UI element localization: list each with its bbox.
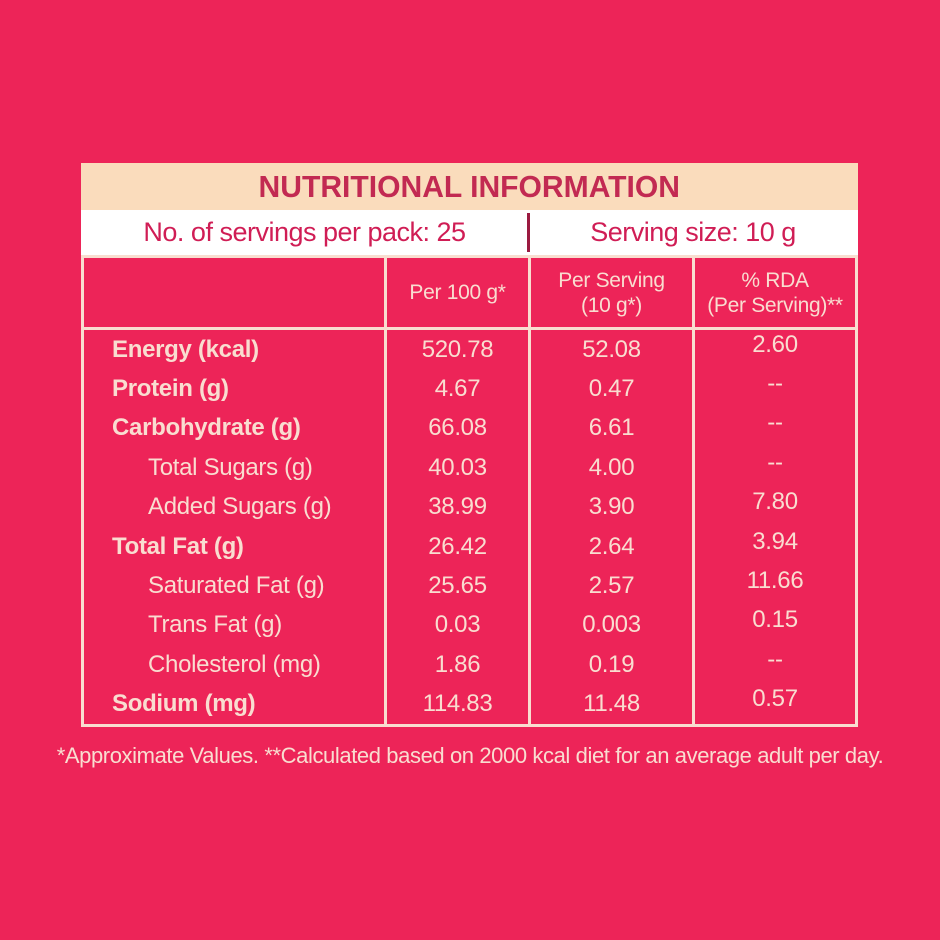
row-label: Trans Fat (g) xyxy=(84,605,387,646)
value-rda: 0.57 xyxy=(752,685,798,713)
value-rda: -- xyxy=(767,645,783,673)
footnote: *Approximate Values. **Calculated based … xyxy=(56,743,884,768)
value-per-serving: 52.08 xyxy=(531,330,695,370)
page-title: NUTRITIONAL INFORMATION xyxy=(258,168,681,204)
value-per-100g: 26.42 xyxy=(387,526,531,567)
servings-per-pack-text: No. of servings per pack: 25 xyxy=(143,217,466,247)
value-per-100g: 4.67 xyxy=(387,369,531,409)
value-per-serving: 0.19 xyxy=(531,645,695,685)
value-rda: -- xyxy=(767,370,783,398)
value-per-100g: 1.86 xyxy=(387,645,531,685)
column-header-per-100g-text: Per 100 g* xyxy=(409,281,506,304)
row-label: Sodium (mg) xyxy=(84,684,387,724)
value-per-serving: 2.64 xyxy=(531,526,695,567)
value-rda: -- xyxy=(767,409,783,437)
column-header-rda-line2: (Per Serving)** xyxy=(707,293,843,317)
nutrition-grid: Per 100 g* Per Serving (10 g*) % RDA (Pe… xyxy=(81,255,858,727)
value-rda: 2.60 xyxy=(752,330,798,358)
row-label: Protein (g) xyxy=(84,369,387,409)
servings-row: No. of servings per pack: 25 Serving siz… xyxy=(81,210,858,255)
row-label: Total Sugars (g) xyxy=(84,448,387,488)
value-per-100g: 40.03 xyxy=(387,448,531,488)
row-label: Saturated Fat (g) xyxy=(84,566,387,606)
value-per-100g: 66.08 xyxy=(387,408,531,449)
row-label: Cholesterol (mg) xyxy=(84,645,387,685)
column-header-per-serving: Per Serving (10 g*) xyxy=(531,258,695,330)
column-header-rda: % RDA (Per Serving)** xyxy=(695,258,855,330)
value-per-100g: 114.83 xyxy=(387,684,531,724)
column-header-rda-line1: % RDA xyxy=(741,268,809,292)
value-per-100g: 0.03 xyxy=(387,605,531,646)
value-per-serving: 6.61 xyxy=(531,408,695,449)
row-label: Carbohydrate (g) xyxy=(84,408,387,449)
column-header-per-100g: Per 100 g* xyxy=(387,258,531,330)
value-rda: -- xyxy=(767,448,783,476)
title-bar: NUTRITIONAL INFORMATION xyxy=(81,163,858,210)
servings-divider xyxy=(527,213,530,252)
column-header-blank xyxy=(84,258,387,330)
value-per-serving: 4.00 xyxy=(531,448,695,488)
row-label: Total Fat (g) xyxy=(84,526,387,567)
value-per-serving: 2.57 xyxy=(531,566,695,606)
value-per-100g: 25.65 xyxy=(387,566,531,606)
value-per-100g: 520.78 xyxy=(387,330,531,370)
column-header-per-serving-line1: Per Serving xyxy=(558,268,665,292)
value-rda: 7.80 xyxy=(752,488,798,516)
serving-size-text: Serving size: 10 g xyxy=(590,217,796,247)
row-label: Energy (kcal) xyxy=(84,330,387,370)
value-rda: 0.15 xyxy=(752,606,798,634)
value-per-serving: 0.003 xyxy=(531,605,695,646)
value-per-serving: 0.47 xyxy=(531,369,695,409)
value-per-serving: 11.48 xyxy=(531,684,695,724)
column-header-per-serving-line2: (10 g*) xyxy=(581,293,642,317)
value-rda: 3.94 xyxy=(752,527,798,555)
row-label: Added Sugars (g) xyxy=(84,487,387,527)
value-per-100g: 38.99 xyxy=(387,487,531,527)
value-per-serving: 3.90 xyxy=(531,487,695,527)
value-rda: 11.66 xyxy=(746,567,804,595)
nutrition-table: NUTRITIONAL INFORMATION No. of servings … xyxy=(81,163,858,727)
